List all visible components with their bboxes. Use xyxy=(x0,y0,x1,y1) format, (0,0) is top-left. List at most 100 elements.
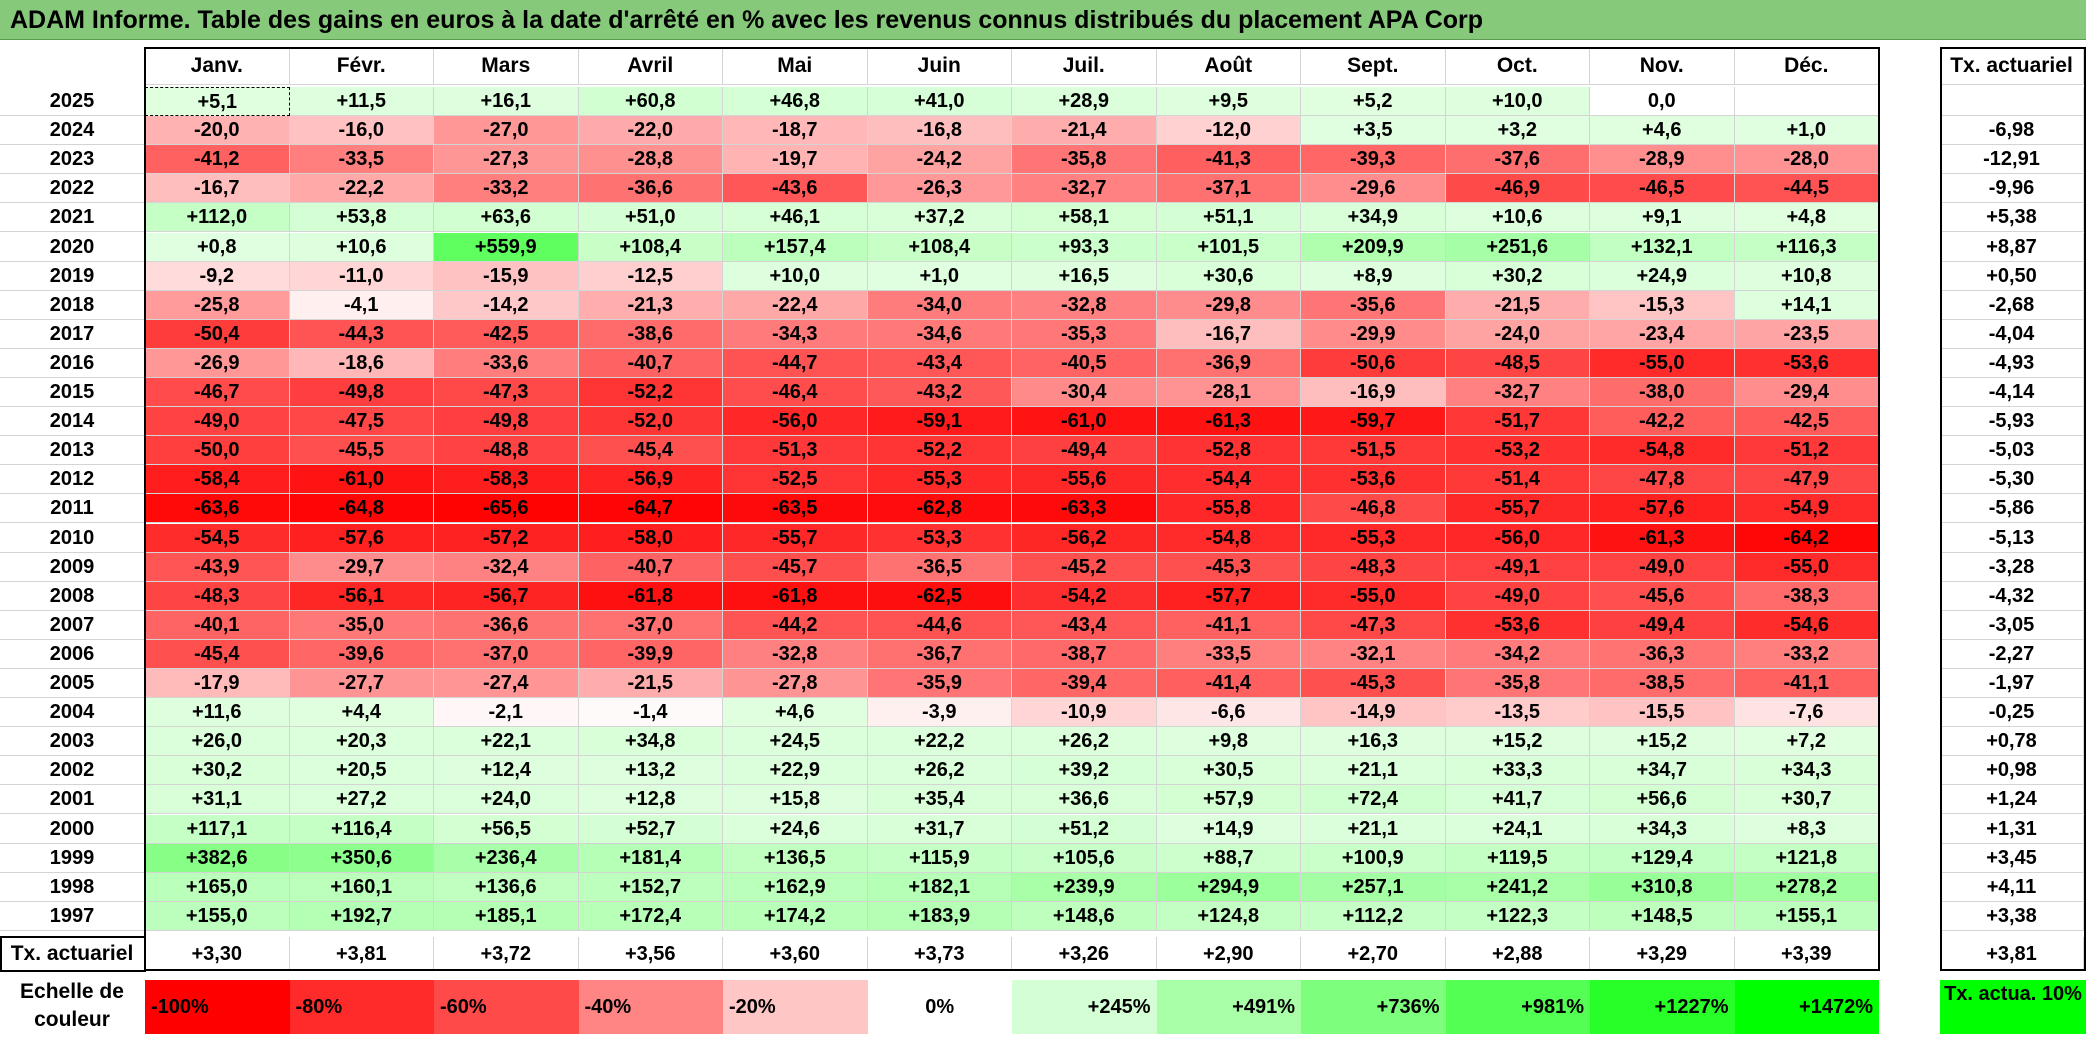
heatmap-cell: -37,6 xyxy=(1445,145,1590,175)
heatmap-cell: -32,8 xyxy=(723,639,868,669)
row-year-label: 2007 xyxy=(0,611,144,640)
color-scale-swatch: -40% xyxy=(578,980,723,1034)
heatmap-cell: +4,4 xyxy=(289,698,434,728)
heatmap-cell: +10,6 xyxy=(289,232,434,262)
row-rate-value: +0,78 xyxy=(1940,727,2084,757)
heatmap-cell: -49,0 xyxy=(1590,552,1735,582)
heatmap-cell: -40,7 xyxy=(578,348,723,378)
heatmap-cell: +11,6 xyxy=(145,698,290,728)
heatmap-cell: -62,5 xyxy=(867,581,1012,611)
heatmap-cell: -35,8 xyxy=(1445,669,1590,699)
heatmap-cell: -25,8 xyxy=(145,290,290,320)
heatmap-cell: -45,6 xyxy=(1590,581,1735,611)
heatmap-cell: -2,1 xyxy=(434,698,579,728)
heatmap-cell: -45,4 xyxy=(145,639,290,669)
heatmap-cell: -16,8 xyxy=(867,116,1012,146)
heatmap-cell: -28,1 xyxy=(1156,378,1301,408)
heatmap-cell: -45,3 xyxy=(1156,552,1301,582)
heatmap-cell: +310,8 xyxy=(1590,872,1735,902)
row-rate-value: -4,14 xyxy=(1940,378,2084,408)
heatmap-cell: -54,4 xyxy=(1156,465,1301,495)
heatmap-cell: -51,7 xyxy=(1445,407,1590,437)
column-header: Mai xyxy=(723,47,868,85)
heatmap-cell: +30,2 xyxy=(1445,261,1590,291)
heatmap-cell: -27,0 xyxy=(434,116,579,146)
heatmap-cell: -18,6 xyxy=(289,348,434,378)
heatmap-cell: -16,9 xyxy=(1301,378,1446,408)
row-year-label: 2003 xyxy=(0,727,144,757)
heatmap-cell: -38,6 xyxy=(578,319,723,349)
heatmap-cell: -64,7 xyxy=(578,494,723,524)
heatmap-cell: -28,0 xyxy=(1734,145,1879,175)
heatmap-cell: +39,2 xyxy=(1012,756,1157,786)
heatmap-cell: -50,4 xyxy=(145,319,290,349)
heatmap-cell: +13,2 xyxy=(578,756,723,786)
heatmap-cell: -55,0 xyxy=(1734,552,1879,582)
heatmap-cell: +350,6 xyxy=(289,843,434,873)
heatmap-cell: -41,1 xyxy=(1156,610,1301,640)
heatmap-cell: -52,2 xyxy=(578,378,723,408)
heatmap-cell: -1,4 xyxy=(578,698,723,728)
heatmap-cell: +22,1 xyxy=(434,727,579,757)
heatmap-cell: +51,2 xyxy=(1012,814,1157,844)
heatmap-cell: -27,8 xyxy=(723,669,868,699)
heatmap-cell: -47,3 xyxy=(1301,610,1446,640)
color-scale-swatch: +1472% xyxy=(1734,980,1879,1034)
heatmap-cell: -51,2 xyxy=(1734,436,1879,466)
row-year-label: 2009 xyxy=(0,553,144,582)
row-year-label: 2019 xyxy=(0,262,144,291)
row-year-label: 2021 xyxy=(0,203,144,233)
heatmap-cell: -17,9 xyxy=(145,669,290,699)
heatmap-cell: -7,6 xyxy=(1734,698,1879,728)
heatmap-cell: +8,3 xyxy=(1734,814,1879,844)
heatmap-cell: -27,4 xyxy=(434,669,579,699)
heatmap-cell: +10,0 xyxy=(723,261,868,291)
heatmap-cell: -52,2 xyxy=(867,436,1012,466)
color-scale-swatch: -100% xyxy=(145,980,290,1034)
heatmap-cell: +34,7 xyxy=(1590,756,1735,786)
heatmap-cell: -46,5 xyxy=(1590,174,1735,204)
heatmap-cell: -65,6 xyxy=(434,494,579,524)
color-scale-swatch: -20% xyxy=(723,980,868,1034)
heatmap-cell: +108,4 xyxy=(578,232,723,262)
heatmap-cell: -62,8 xyxy=(867,494,1012,524)
heatmap-cell: -36,6 xyxy=(578,174,723,204)
heatmap-cell: +22,9 xyxy=(723,756,868,786)
heatmap-cell: -42,5 xyxy=(1734,407,1879,437)
heatmap-cell: +0,8 xyxy=(145,232,290,262)
heatmap-cell: -9,2 xyxy=(145,261,290,291)
heatmap-cell: -58,4 xyxy=(145,465,290,495)
heatmap-cell: +33,3 xyxy=(1445,756,1590,786)
heatmap-cell: +34,9 xyxy=(1301,203,1446,233)
heatmap-cell: -49,4 xyxy=(1012,436,1157,466)
heatmap-cell: -44,5 xyxy=(1734,174,1879,204)
heatmap-cell: +4,6 xyxy=(1590,116,1735,146)
heatmap-cell: -61,3 xyxy=(1156,407,1301,437)
heatmap-cell: -33,2 xyxy=(1734,639,1879,669)
heatmap-cell: -35,6 xyxy=(1301,290,1446,320)
heatmap-cell: -55,0 xyxy=(1301,581,1446,611)
heatmap-cell: +8,9 xyxy=(1301,261,1446,291)
row-year-label: 1999 xyxy=(0,844,144,873)
row-year-label: 2012 xyxy=(0,465,144,495)
row-year-label: 2011 xyxy=(0,494,144,524)
heatmap-cell: -44,7 xyxy=(723,348,868,378)
heatmap-cell: +93,3 xyxy=(1012,232,1157,262)
row-rate-value: -2,27 xyxy=(1940,639,2084,669)
heatmap-cell: -14,2 xyxy=(434,290,579,320)
heatmap-cell: -39,4 xyxy=(1012,669,1157,699)
heatmap-cell: -54,9 xyxy=(1734,494,1879,524)
heatmap-cell: +115,9 xyxy=(867,843,1012,873)
heatmap-cell: -61,8 xyxy=(578,581,723,611)
heatmap-cell: +7,2 xyxy=(1734,727,1879,757)
heatmap-cell: +1,0 xyxy=(867,261,1012,291)
heatmap-cell: -15,9 xyxy=(434,261,579,291)
heatmap-cell: +37,2 xyxy=(867,203,1012,233)
heatmap-cell: -53,2 xyxy=(1445,436,1590,466)
heatmap-cell: -34,3 xyxy=(723,319,868,349)
heatmap-cell: +30,7 xyxy=(1734,785,1879,815)
heatmap-cell: +165,0 xyxy=(145,872,290,902)
heatmap-cell: +559,9 xyxy=(434,232,579,262)
column-header: Mars xyxy=(434,47,579,85)
heatmap-cell: +239,9 xyxy=(1012,872,1157,902)
